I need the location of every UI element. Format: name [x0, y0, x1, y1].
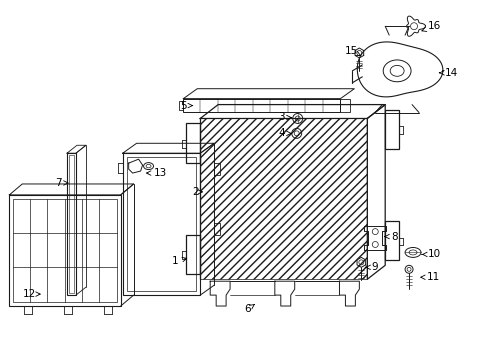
Bar [127, 157, 196, 291]
Text: 9: 9 [366, 262, 378, 272]
Bar [200, 118, 368, 279]
Text: 4: 4 [278, 129, 291, 138]
Text: 7: 7 [55, 178, 68, 188]
Text: 15: 15 [345, 46, 361, 56]
Text: 11: 11 [421, 272, 441, 282]
Bar [385, 221, 399, 260]
Bar [9, 195, 121, 306]
Bar [179, 100, 183, 109]
Bar [122, 153, 200, 295]
Text: 12: 12 [23, 289, 40, 299]
Text: 8: 8 [385, 231, 397, 242]
Text: 2: 2 [192, 187, 202, 197]
Text: 5: 5 [180, 100, 193, 111]
Text: 1: 1 [172, 256, 187, 266]
Bar [67, 153, 76, 295]
Text: 6: 6 [245, 304, 254, 314]
Bar [186, 235, 200, 274]
Text: 14: 14 [440, 68, 459, 78]
Text: 16: 16 [422, 21, 441, 31]
Bar [214, 163, 220, 175]
Bar [385, 109, 399, 149]
Bar [341, 99, 350, 112]
Text: 3: 3 [278, 112, 291, 122]
Text: 10: 10 [422, 249, 441, 260]
Bar [214, 223, 220, 235]
Text: 13: 13 [147, 168, 167, 178]
Bar [183, 99, 341, 112]
Bar [13, 199, 117, 302]
Bar [186, 123, 200, 163]
Bar [69, 155, 74, 293]
